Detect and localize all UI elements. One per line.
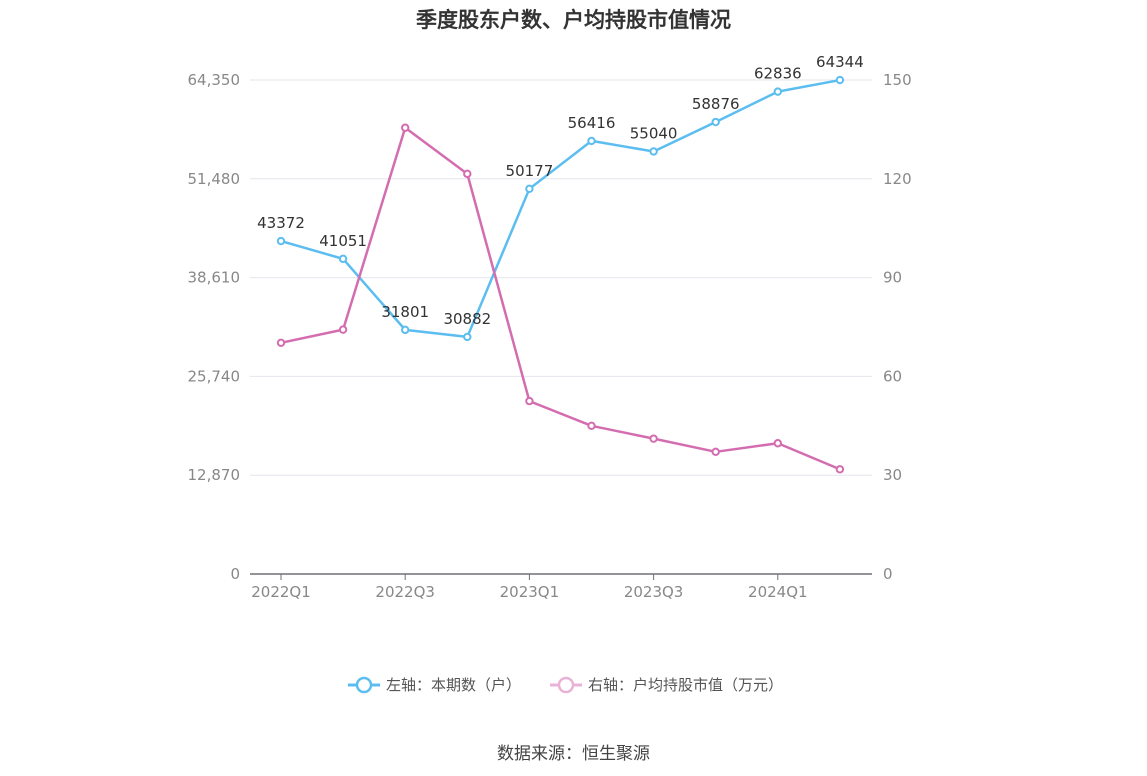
right-axis-tick-label: 90: [883, 269, 902, 287]
left-axis-tick-label: 38,610: [188, 269, 241, 287]
left-axis-tick-label: 0: [230, 565, 240, 583]
series-point-left: [649, 147, 658, 156]
series-line-right: [280, 126, 841, 471]
data-label: 55040: [630, 124, 678, 142]
x-axis-tick-label: 2024Q1: [748, 583, 808, 601]
legend-item-left-series[interactable]: 左轴：本期数（户）: [348, 674, 521, 695]
x-axis-tick-label: 2022Q3: [375, 583, 435, 601]
series-point-right: [463, 169, 472, 179]
series-point-left: [463, 332, 472, 342]
x-axis-tick-label: 2023Q3: [624, 583, 684, 601]
series-point-left: [773, 87, 782, 96]
legend-marker-blue-icon: [348, 676, 380, 693]
legend-marker-pink-icon: [550, 676, 582, 693]
chart-title: 季度股东户数、户均持股市值情况: [416, 8, 731, 32]
left-axis-tick-label: 64,350: [188, 71, 241, 89]
series-point-right: [276, 338, 286, 348]
data-label: 58876: [692, 95, 740, 113]
legend-label-left-series: 左轴：本期数（户）: [386, 676, 522, 694]
right-axis-tick-label: 60: [883, 367, 902, 385]
data-label: 43372: [257, 214, 305, 232]
left-axis-tick-label: 25,740: [188, 367, 241, 385]
data-label: 31801: [381, 303, 429, 321]
series-point-right: [587, 421, 596, 430]
series-line-left: [280, 78, 841, 339]
series-point-left: [338, 254, 348, 264]
series-point-left: [525, 184, 534, 194]
series-point-right: [835, 465, 845, 474]
data-label: 56416: [568, 114, 616, 132]
data-source-note: 数据来源：恒生聚源: [497, 744, 650, 764]
data-label: 50177: [506, 162, 554, 180]
series-point-left: [711, 117, 720, 127]
left-axis-tick-label: 51,480: [188, 170, 241, 188]
series-point-right: [338, 325, 348, 334]
legend-item-right-series[interactable]: 右轴：户均持股市值（万元）: [550, 674, 783, 695]
series-layer: [276, 75, 845, 474]
series-point-right: [649, 434, 658, 443]
series-point-left: [276, 236, 286, 246]
series-point-left: [835, 75, 845, 85]
right-axis-tick-label: 150: [883, 71, 912, 89]
data-label: 62836: [754, 65, 802, 83]
series-point-right: [525, 396, 534, 406]
series-point-right: [401, 123, 410, 132]
axis-layer: 0 0 12,870 30 25,740 60 38,610 90 51,480 120 64,35…: [188, 71, 912, 601]
data-label: 41051: [319, 232, 367, 250]
x-axis-tick-label: 2022Q1: [251, 583, 311, 601]
series-point-left: [401, 325, 410, 335]
legend-label-right-series: 右轴：户均持股市值（万元）: [588, 676, 784, 694]
x-axis-tick-label: 2023Q1: [500, 583, 560, 601]
grid-layer: [250, 79, 872, 476]
series-point-left: [587, 136, 596, 146]
right-axis-tick-label: 0: [883, 565, 893, 583]
series-point-right: [711, 447, 720, 457]
right-axis-tick-label: 30: [883, 466, 902, 484]
left-axis-tick-label: 12,870: [188, 466, 241, 484]
data-label: 30882: [443, 310, 491, 328]
series-point-right: [773, 439, 782, 448]
right-axis-tick-label: 120: [883, 170, 912, 188]
label-layer: 43372 41051 31801 30882 50177 56416 55040 58876…: [257, 53, 864, 328]
data-label: 64344: [816, 53, 864, 71]
